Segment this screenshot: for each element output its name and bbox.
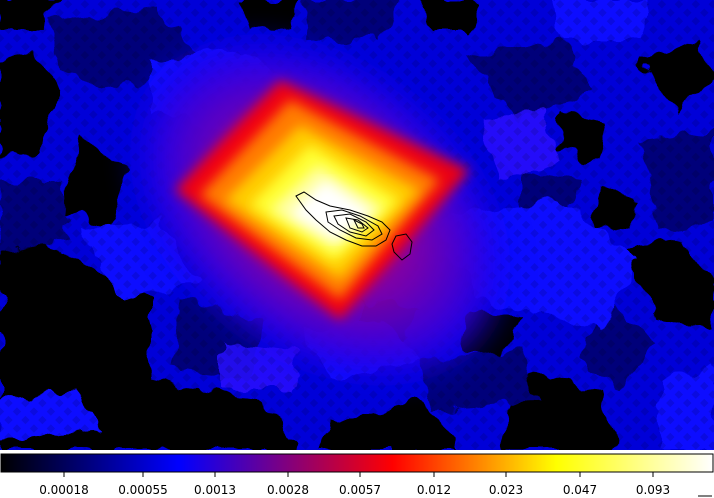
- colorbar-tick-label: 0.00018: [39, 483, 89, 497]
- colorbar-tick-label: 0.0028: [267, 483, 309, 497]
- colorbar[interactable]: 0.00018 0.00055 0.0013 0.0028 0.0057 0.012 0.0…: [0, 450, 714, 498]
- colorbar-bar[interactable]: [0, 453, 714, 473]
- colorbar-tick-label: 0.093: [635, 483, 671, 497]
- colorbar-tick-label: 0.047: [562, 483, 598, 497]
- contour-lines: [295, 191, 413, 261]
- contour-outer: [295, 191, 391, 247]
- heatmap-image[interactable]: [0, 0, 714, 450]
- colorbar-tick-label: 0.00055: [118, 483, 168, 497]
- contour-5: [352, 218, 365, 229]
- colorbar-gradient[interactable]: [0, 450, 714, 498]
- colorbar-tick-label: 0.023: [488, 483, 524, 497]
- colorbar-tick-label: 0.012: [416, 483, 452, 497]
- contour-2: [325, 209, 383, 241]
- colorbar-tick-label: 0.0013: [194, 483, 236, 497]
- contour-4: [345, 217, 369, 233]
- image-display[interactable]: [0, 0, 714, 450]
- colorbar-tick-label: 0.0057: [339, 483, 381, 497]
- contour-3: [333, 213, 375, 237]
- contour-blob: [391, 233, 413, 261]
